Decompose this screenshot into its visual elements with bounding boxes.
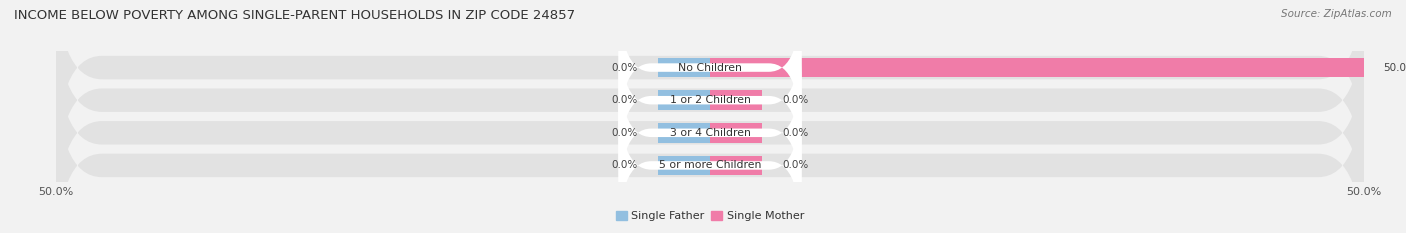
Text: 1 or 2 Children: 1 or 2 Children [669,95,751,105]
Legend: Single Father, Single Mother: Single Father, Single Mother [612,207,808,226]
FancyBboxPatch shape [619,0,801,145]
Text: No Children: No Children [678,63,742,72]
FancyBboxPatch shape [56,0,1364,203]
Text: 0.0%: 0.0% [782,128,808,138]
Bar [710,123,762,143]
FancyBboxPatch shape [56,30,1364,233]
FancyBboxPatch shape [619,23,801,178]
Text: 0.0%: 0.0% [612,95,638,105]
Bar [658,123,710,143]
Bar [658,90,710,110]
Text: 3 or 4 Children: 3 or 4 Children [669,128,751,138]
Bar [710,58,1364,77]
Bar [658,58,710,77]
FancyBboxPatch shape [619,88,801,233]
Text: 0.0%: 0.0% [612,63,638,72]
Text: 0.0%: 0.0% [612,161,638,170]
Text: 0.0%: 0.0% [612,128,638,138]
FancyBboxPatch shape [56,63,1364,233]
Text: Source: ZipAtlas.com: Source: ZipAtlas.com [1281,9,1392,19]
Text: 50.0%: 50.0% [1384,63,1406,72]
Text: 0.0%: 0.0% [782,95,808,105]
Text: 5 or more Children: 5 or more Children [659,161,761,170]
Text: INCOME BELOW POVERTY AMONG SINGLE-PARENT HOUSEHOLDS IN ZIP CODE 24857: INCOME BELOW POVERTY AMONG SINGLE-PARENT… [14,9,575,22]
FancyBboxPatch shape [56,0,1364,170]
Text: 0.0%: 0.0% [782,161,808,170]
Bar [658,156,710,175]
Bar [710,156,762,175]
FancyBboxPatch shape [619,55,801,210]
Bar [710,90,762,110]
